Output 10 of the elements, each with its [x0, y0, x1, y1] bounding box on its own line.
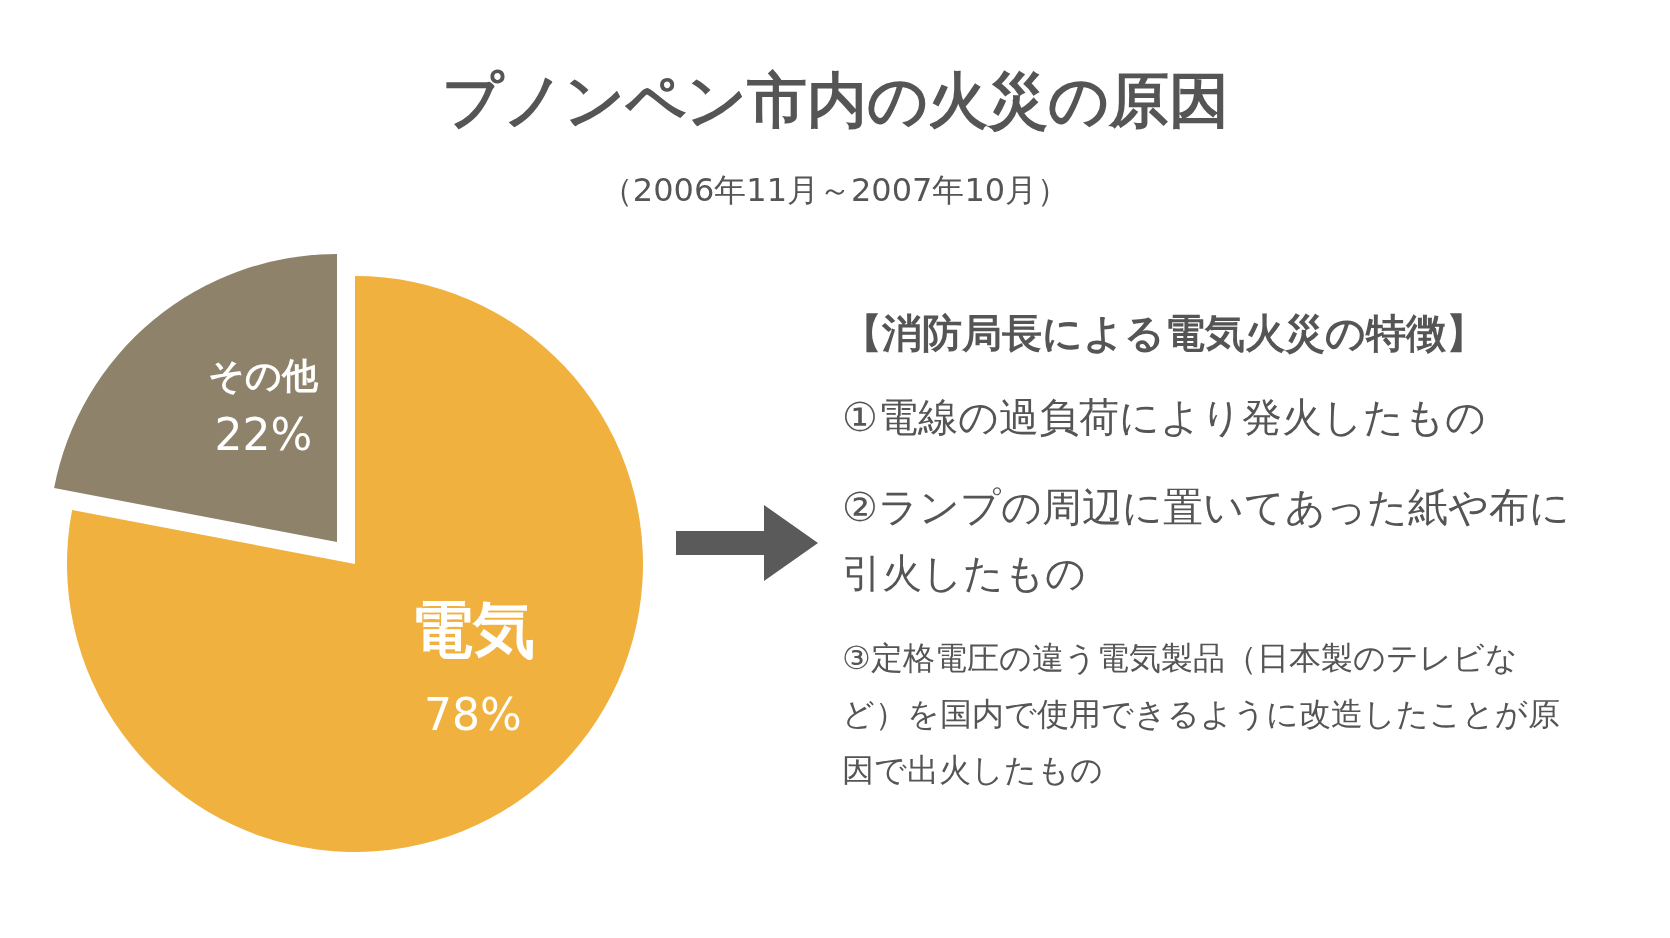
text: ②ランプの周辺に置いてあった紙や布に引火したもの — [842, 483, 1571, 598]
text: 【消防局長による電気火災の特徴】 — [842, 309, 1487, 358]
data-label: 22% — [214, 409, 313, 461]
data-label: 78% — [424, 688, 522, 740]
text: （2006年11月～2007年10月） — [600, 171, 1070, 209]
slice-label: 電気 — [410, 592, 535, 666]
text: ③定格電圧の違う電気製品（日本製のテレビなど）を国内で使用できるように改造したことが原因で出火したもの — [842, 638, 1561, 791]
slice-label: その他 — [208, 355, 320, 397]
text: ①電線の過負荷により発火したもの — [842, 393, 1487, 442]
text: プノンペン市内の火災の原因 — [441, 65, 1229, 135]
